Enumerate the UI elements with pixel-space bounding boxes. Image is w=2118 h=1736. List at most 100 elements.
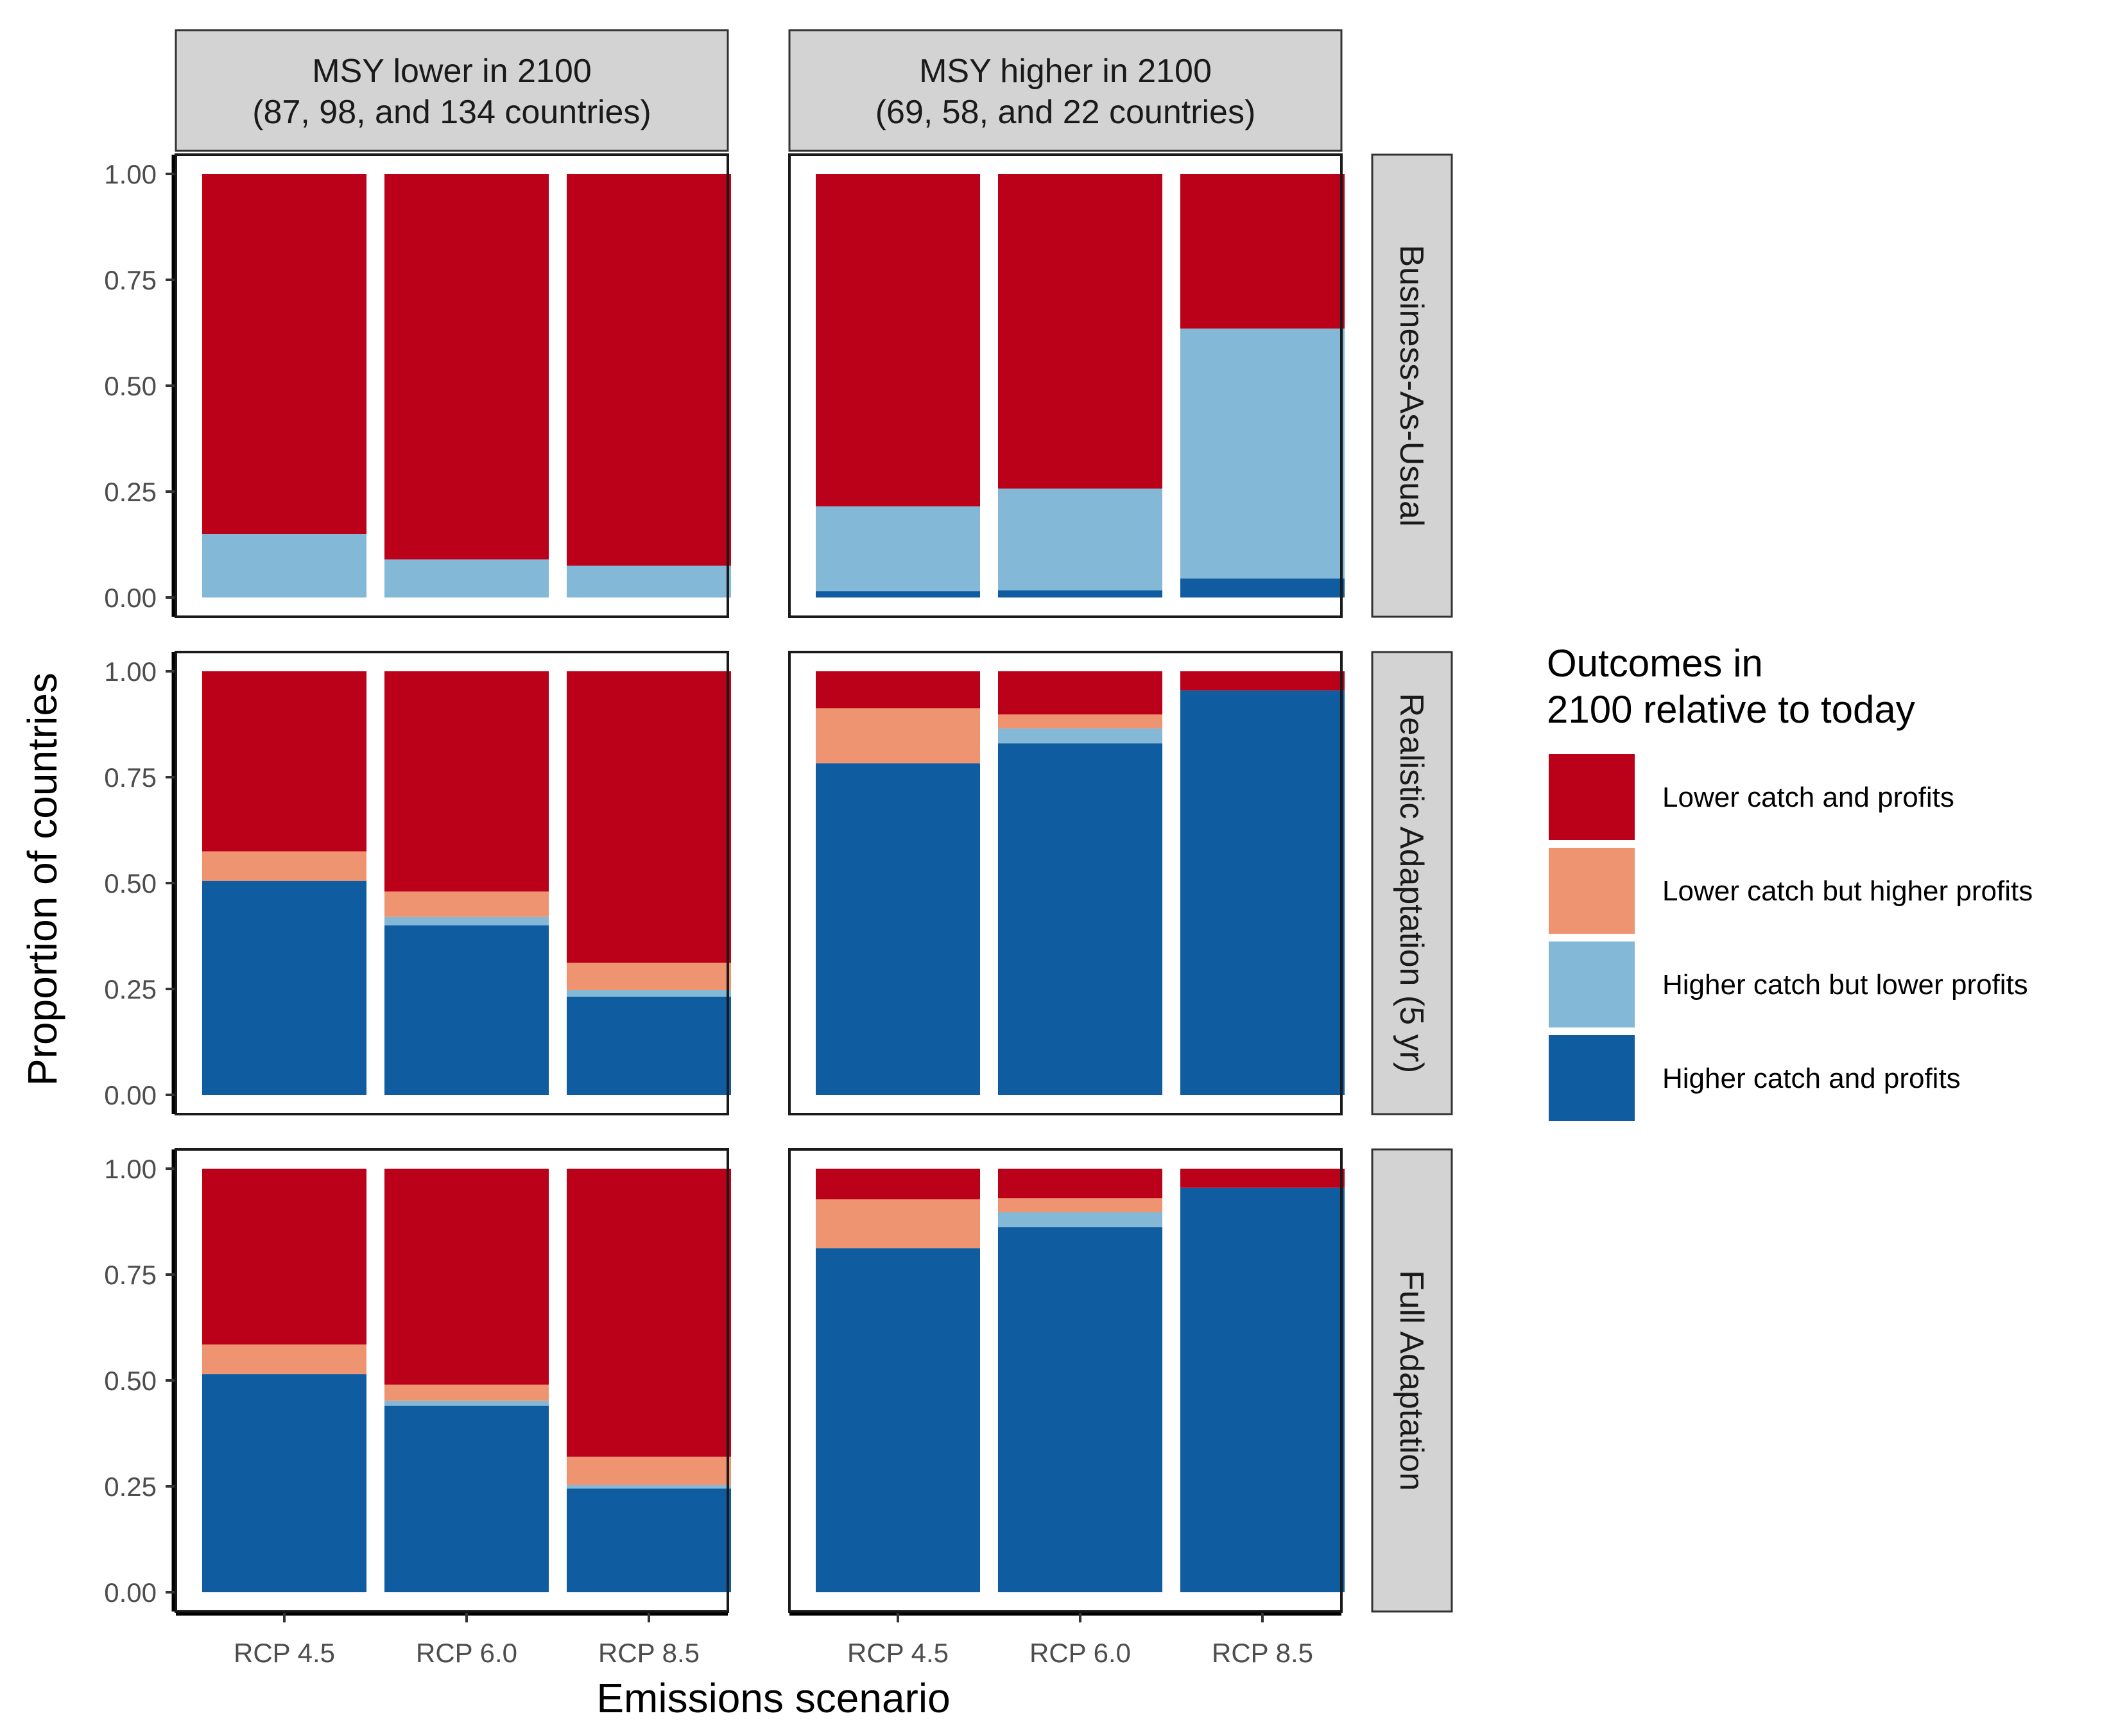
y-tick-label: 0.25 [104, 1472, 157, 1502]
bar-rcp-8-5-higher-catch-but-lower-profits [567, 990, 731, 997]
y-tick-label: 0.50 [104, 1366, 157, 1396]
bar-rcp-6-0-higher-catch-and-profits [998, 1227, 1162, 1592]
column-strip-0: MSY lower in 2100 (87, 98, and 134 countr… [175, 29, 729, 152]
y-tick-label: 1.00 [104, 159, 157, 189]
y-tick-label: 0.00 [104, 583, 157, 613]
panel-r2-c1 [788, 1148, 1345, 1613]
bar-rcp-4-5-higher-catch-and-profits [816, 591, 980, 597]
bar-rcp-8-5-lower-catch-and-profits [1180, 671, 1345, 691]
panel-r1-c0 [175, 651, 731, 1115]
x-tick-label: RCP 4.5 [234, 1638, 335, 1668]
bar-rcp-6-0-lower-catch-and-profits [998, 671, 1162, 715]
x-axis-col-0: RCP 4.5 RCP 6.0 RCP 8.5 [176, 1612, 728, 1668]
bar-rcp-6-0-lower-catch-and-profits [998, 174, 1162, 489]
column-strip-title: MSY higher in 2100 [919, 53, 1212, 90]
legend-swatch [1549, 1035, 1635, 1121]
legend-item-higher-catch-but-lower-profits: Higher catch but lower profits [1549, 941, 2028, 1027]
bar-rcp-6-0-lower-catch-and-profits [384, 671, 549, 892]
y-tick-label: 0.00 [104, 1080, 157, 1110]
column-strip-1: MSY higher in 2100 (69, 58, and 22 countr… [788, 29, 1343, 152]
y-tick-label: 1.00 [104, 1154, 157, 1184]
column-strip-bg [175, 29, 729, 152]
bar-rcp-8-5-lower-catch-and-profits [1180, 1169, 1345, 1188]
legend-items: Lower catch and profits Lower catch but h… [1549, 754, 2033, 1121]
y-tick-label: 0.50 [104, 868, 157, 898]
bar-rcp-8-5-lower-catch-but-higher-profits [567, 963, 731, 990]
y-tick-label: 0.00 [104, 1577, 157, 1608]
legend-label: Lower catch but higher profits [1662, 875, 2033, 907]
bar-rcp-6-0-lower-catch-and-profits [384, 1169, 549, 1385]
panel-r1-c1 [788, 651, 1345, 1115]
facet-strips: MSY lower in 2100 (87, 98, and 134 countr… [175, 29, 1453, 1613]
row-strip-bg [1371, 1148, 1453, 1613]
x-tick-label: RCP 4.5 [847, 1638, 949, 1668]
axes: 0.00 0.25 0.50 0.75 1.00 0.00 0.25 0.50 0.75 1.00… [104, 155, 1341, 1668]
bar-rcp-4-5-lower-catch-but-higher-profits [202, 1344, 366, 1375]
y-tick-label: 0.75 [104, 1260, 157, 1290]
row-strip-2: Full Adaptation [1371, 1148, 1453, 1613]
bar-rcp-8-5-lower-catch-and-profits [567, 671, 731, 963]
bar-rcp-4-5-higher-catch-but-lower-profits [202, 534, 366, 597]
y-tick-label: 0.75 [104, 762, 157, 793]
legend-label: Higher catch and profits [1662, 1063, 1961, 1094]
bar-rcp-6-0-higher-catch-but-lower-profits [998, 1212, 1162, 1228]
row-strip-label: Realistic Adaptation (5 yr) [1393, 693, 1430, 1074]
bar-rcp-8-5-higher-catch-and-profits [567, 996, 731, 1095]
panels-layer [175, 153, 1345, 1613]
bar-rcp-4-5-higher-catch-and-profits [202, 1374, 366, 1592]
y-tick-label: 0.50 [104, 371, 157, 401]
column-strip-subtitle: (87, 98, and 134 countries) [252, 94, 651, 131]
row-strip-0: Business-As-Usual [1371, 153, 1453, 618]
bar-rcp-6-0-higher-catch-and-profits [998, 590, 1162, 597]
y-axis-row-0: 0.00 0.25 0.50 0.75 1.00 [104, 155, 175, 617]
y-tick-label: 0.75 [104, 265, 157, 295]
panel-r2-c0 [175, 1148, 731, 1613]
y-axis-title: Proportion of countries [19, 673, 65, 1086]
legend: Outcomes in 2100 relative to today Lower… [1547, 642, 2033, 1121]
x-tick-label: RCP 6.0 [416, 1638, 517, 1668]
panel-r0-c0 [175, 153, 731, 618]
panel-r0-c1 [788, 153, 1345, 618]
panel-border [788, 153, 1343, 618]
bar-rcp-4-5-lower-catch-and-profits [202, 671, 366, 852]
column-strip-title: MSY lower in 2100 [312, 53, 592, 90]
bar-rcp-6-0-higher-catch-but-lower-profits [998, 488, 1162, 590]
legend-item-lower-catch-and-profits: Lower catch and profits [1549, 754, 1954, 840]
legend-swatch [1549, 941, 1635, 1027]
bar-rcp-6-0-higher-catch-and-profits [998, 743, 1162, 1095]
bar-rcp-6-0-lower-catch-but-higher-profits [384, 1384, 549, 1401]
row-strip-label: Full Adaptation [1393, 1270, 1430, 1491]
x-axis-title: Emissions scenario [596, 1675, 950, 1721]
panel-border [175, 153, 729, 618]
bar-rcp-4-5-lower-catch-and-profits [816, 174, 980, 507]
bar-rcp-8-5-lower-catch-and-profits [1180, 174, 1345, 329]
bar-rcp-4-5-higher-catch-and-profits [816, 763, 980, 1095]
bar-rcp-4-5-higher-catch-and-profits [202, 881, 366, 1095]
panel-border [788, 651, 1343, 1115]
bar-rcp-8-5-higher-catch-and-profits [1180, 690, 1345, 1095]
bar-rcp-8-5-higher-catch-but-lower-profits [567, 565, 731, 597]
legend-label: Lower catch and profits [1662, 782, 1954, 813]
column-strip-subtitle: (69, 58, and 22 countries) [875, 94, 1256, 131]
bar-rcp-6-0-higher-catch-but-lower-profits [384, 559, 549, 597]
legend-title-line2: 2100 relative to today [1547, 688, 1915, 731]
bar-rcp-8-5-higher-catch-and-profits [1180, 578, 1345, 597]
panel-border [788, 1148, 1343, 1613]
bar-rcp-8-5-higher-catch-but-lower-profits [1180, 328, 1345, 579]
bar-rcp-4-5-lower-catch-and-profits [816, 671, 980, 709]
bar-rcp-6-0-lower-catch-but-higher-profits [384, 891, 549, 917]
x-axis-col-1: RCP 4.5 RCP 6.0 RCP 8.5 [789, 1612, 1341, 1668]
x-tick-label: RCP 8.5 [1212, 1638, 1313, 1668]
row-strip-bg [1371, 651, 1453, 1115]
legend-swatch [1549, 754, 1635, 840]
bar-rcp-6-0-lower-catch-but-higher-profits [998, 1198, 1162, 1212]
bar-rcp-6-0-higher-catch-but-lower-profits [384, 916, 549, 925]
bar-rcp-4-5-lower-catch-and-profits [202, 1169, 366, 1345]
bar-rcp-6-0-higher-catch-and-profits [384, 925, 549, 1095]
bar-rcp-6-0-lower-catch-but-higher-profits [998, 714, 1162, 729]
y-tick-label: 1.00 [104, 657, 157, 687]
bar-rcp-4-5-higher-catch-and-profits [816, 1248, 980, 1592]
bar-rcp-8-5-lower-catch-and-profits [567, 174, 731, 566]
